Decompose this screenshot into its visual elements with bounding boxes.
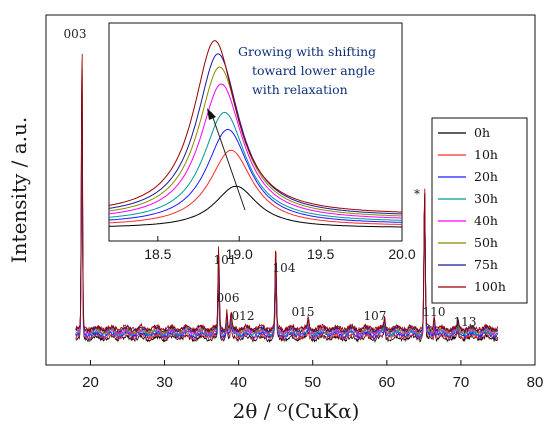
peak-labels: 003 101 006 012 104 015 107 * 110 113 [64,27,477,329]
inset-series-line-0h [109,185,402,228]
inset-series-line-20h [108,128,402,223]
peak-label: 104 [273,261,296,275]
x-tick-label: 80 [527,374,544,391]
peak-label: 110 [423,305,446,319]
inset-x-axis-ticks: 18.5 19.0 19.5 20.0 [144,236,416,262]
inset-annotation-line-2: toward lower angle [252,63,375,78]
inset-series-line-40h [108,83,402,219]
peak-label: 107 [364,309,387,323]
legend-box [431,117,528,304]
inset-x-tick-label: 19.5 [307,246,334,262]
x-tick-label: 50 [304,374,321,391]
inset-series-line-30h [108,111,403,221]
peak-label: * [414,187,420,201]
x-axis-label: 2θ / ᴼ(CuKα) [233,399,360,423]
y-axis-label: Intensity / a.u. [7,117,31,264]
series-line-100h [75,53,499,333]
x-tick-label: 70 [453,374,470,391]
x-tick-label: 20 [82,374,99,391]
shift-arrow [210,111,246,211]
legend-label-20h: 20h [474,169,498,184]
peak-label: 015 [292,305,315,319]
x-tick-label: 60 [378,374,395,391]
inset-x-tick-label: 20.0 [388,246,415,262]
series-line-50h [75,88,498,336]
legend-label-30h: 30h [474,191,498,206]
inset-x-tick-label: 18.5 [144,246,171,262]
series-line-30h [75,122,499,338]
x-tick-label: 30 [156,374,173,391]
inset-x-tick-label: 19.0 [226,246,253,262]
legend-label-40h: 40h [474,213,498,228]
legend-label-0h: 0h [474,125,490,140]
legend-label-10h: 10h [474,147,498,162]
peak-label: 006 [217,291,240,305]
peak-label: 101 [214,253,237,267]
shift-arrow-head [207,108,216,120]
plot-frame [45,14,536,366]
series-line-75h [75,70,499,335]
inset-series-line-50h [108,66,403,217]
x-axis-ticks: 20 30 40 50 60 70 80 [82,360,543,391]
inset-annotation-line-1: Growing with shifting [238,44,376,59]
peak-label: 012 [232,309,255,323]
legend-label-50h: 50h [474,235,498,250]
main-traces [75,53,499,344]
inset-frame [108,22,403,242]
peak-label: 113 [454,315,477,329]
inset-series-line-10h [108,149,403,225]
inset-chart: 18.5 19.0 19.5 20.0 Growing with shifting t… [108,22,416,262]
legend-label-75h: 75h [474,257,498,272]
x-tick-label: 40 [230,374,247,391]
legend-label-100h: 100h [474,279,506,294]
inset-traces [108,40,403,228]
peak-label: 003 [64,27,87,41]
inset-annotation-line-3: with relaxation [252,82,348,97]
legend: 0h 10h 20h 30h 40h 50h 75h 100h [431,117,528,304]
inset-series-line-100h [108,40,403,213]
